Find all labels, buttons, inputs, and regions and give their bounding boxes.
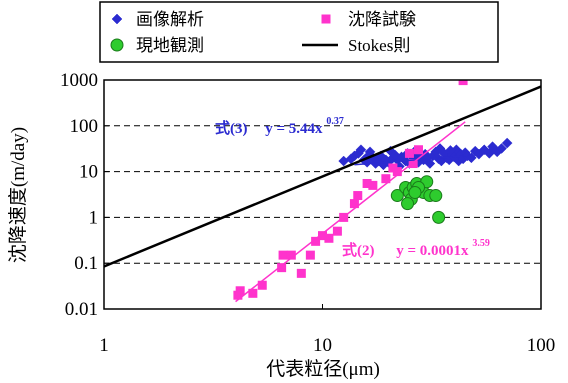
data-point-square bbox=[286, 250, 296, 260]
legend-label: 沈降試験 bbox=[348, 10, 416, 29]
legend-swatch-square bbox=[321, 14, 331, 24]
series-line bbox=[354, 155, 466, 166]
data-point-circle bbox=[401, 197, 415, 211]
data-point-square bbox=[362, 178, 372, 188]
data-point-square bbox=[349, 199, 359, 209]
data-point-square bbox=[311, 236, 321, 246]
data-point-square bbox=[404, 148, 414, 158]
equation-3-formula: y = 5.44x bbox=[265, 121, 323, 137]
data-point-circle bbox=[429, 189, 443, 203]
data-point-square bbox=[368, 180, 378, 190]
data-point-square bbox=[296, 268, 306, 278]
equation-2-label: 式(2) bbox=[342, 241, 375, 259]
equation-2-annotation: 式(2) y = 0.0001x 3.59 bbox=[342, 238, 490, 259]
data-point-square bbox=[318, 231, 327, 241]
data-point-square bbox=[332, 226, 342, 236]
data-point-diamond bbox=[445, 145, 456, 156]
y-tick-label: 0.01 bbox=[65, 299, 98, 320]
equation-2-formula: y = 0.0001x bbox=[396, 243, 469, 259]
data-point-diamond bbox=[496, 143, 507, 154]
data-point-diamond bbox=[501, 137, 513, 149]
data-point-square bbox=[235, 286, 245, 296]
data-point-square bbox=[413, 145, 423, 155]
x-tick-label: 100 bbox=[527, 335, 556, 356]
x-tick-label: 10 bbox=[313, 335, 332, 356]
data-point-square bbox=[278, 250, 288, 260]
series-line bbox=[235, 121, 466, 303]
y-tick-label: 0.1 bbox=[74, 253, 98, 274]
series-line bbox=[104, 85, 541, 268]
equation-3-annotation: 式(3) y = 5.44x 0.37 bbox=[215, 116, 344, 137]
plot-data bbox=[104, 80, 541, 303]
y-axis-title: 沈降速度(m/day) bbox=[7, 127, 29, 263]
data-point-diamond bbox=[434, 143, 446, 154]
data-point-circle bbox=[408, 185, 422, 199]
data-point-square bbox=[257, 280, 267, 290]
data-point-diamond bbox=[424, 158, 436, 169]
y-tick-label: 1 bbox=[89, 207, 99, 228]
legend-label: 現地観測 bbox=[136, 36, 204, 55]
data-point-diamond bbox=[465, 152, 477, 164]
x-axis-title: 代表粒径(μm) bbox=[266, 358, 380, 380]
legend-label: Stokes則 bbox=[348, 36, 410, 55]
data-point-square bbox=[381, 174, 391, 184]
data-point-square bbox=[353, 191, 363, 201]
legend-swatch-diamond bbox=[111, 13, 123, 25]
legend-label: 画像解析 bbox=[136, 10, 204, 29]
data-point-square bbox=[324, 233, 334, 243]
data-point-circle bbox=[390, 189, 404, 203]
y-tick-label: 10 bbox=[79, 162, 98, 183]
legend-frame bbox=[99, 1, 499, 63]
y-tick-label: 100 bbox=[70, 116, 99, 137]
data-point-diamond bbox=[353, 148, 364, 159]
data-point-square bbox=[458, 80, 468, 86]
data-point-circle bbox=[432, 210, 446, 224]
y-tick-label: 1000 bbox=[60, 70, 98, 91]
data-point-square bbox=[392, 167, 402, 177]
equation-3-exponent: 0.37 bbox=[326, 116, 344, 127]
legend-swatch-circle bbox=[110, 38, 124, 52]
data-point-square bbox=[277, 263, 287, 273]
equation-3-label: 式(3) bbox=[215, 119, 248, 137]
data-point-square bbox=[305, 250, 315, 260]
data-point-square bbox=[248, 288, 258, 298]
ticks: 0.01 0.1 1 10 100 1000 1 10 100 bbox=[60, 70, 555, 356]
x-tick-label: 1 bbox=[99, 335, 109, 356]
grid bbox=[104, 125, 541, 264]
equation-2-exponent: 3.59 bbox=[472, 238, 490, 249]
data-point-diamond bbox=[389, 149, 401, 161]
